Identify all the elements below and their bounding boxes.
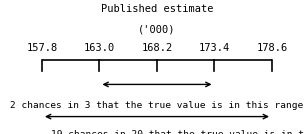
- Text: 19 chances in 20 that the true value is in this range: 19 chances in 20 that the true value is …: [51, 130, 304, 134]
- Text: ('000): ('000): [138, 24, 176, 34]
- Text: 2 chances in 3 that the true value is in this range: 2 chances in 3 that the true value is in…: [10, 100, 304, 109]
- Text: 178.6: 178.6: [256, 43, 288, 53]
- Text: 168.2: 168.2: [141, 43, 173, 53]
- Text: 157.8: 157.8: [26, 43, 58, 53]
- Text: Published estimate: Published estimate: [101, 4, 213, 14]
- Text: 173.4: 173.4: [199, 43, 230, 53]
- Text: 163.0: 163.0: [84, 43, 115, 53]
